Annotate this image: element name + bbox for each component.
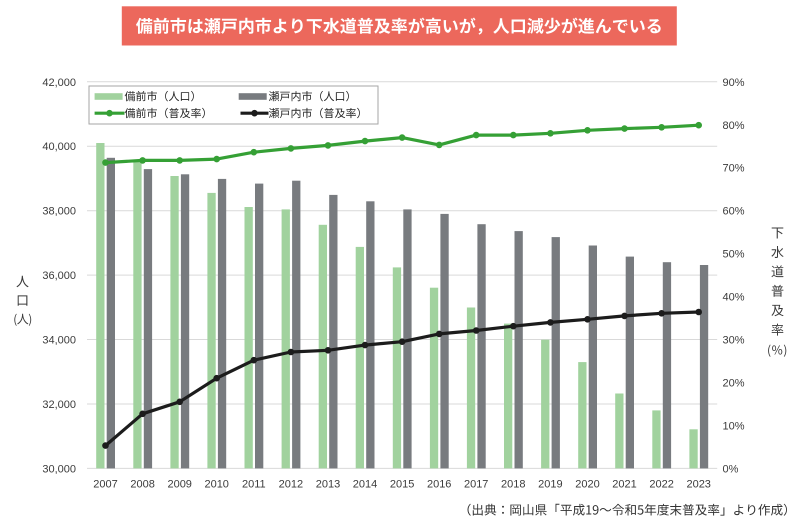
svg-text:40,000: 40,000 [42, 141, 76, 153]
svg-text:20%: 20% [723, 378, 745, 390]
svg-text:2023: 2023 [686, 479, 710, 491]
svg-text:80%: 80% [723, 120, 745, 132]
svg-text:70%: 70% [723, 163, 745, 175]
svg-text:2010: 2010 [204, 479, 228, 491]
svg-text:38,000: 38,000 [42, 206, 76, 218]
svg-text:40%: 40% [723, 292, 745, 304]
svg-text:2008: 2008 [130, 479, 154, 491]
svg-text:2017: 2017 [464, 479, 488, 491]
svg-text:2022: 2022 [649, 479, 673, 491]
svg-text:2009: 2009 [167, 479, 191, 491]
svg-text:2019: 2019 [538, 479, 562, 491]
svg-text:0%: 0% [723, 463, 739, 475]
svg-text:30,000: 30,000 [42, 463, 76, 475]
svg-text:2013: 2013 [316, 479, 340, 491]
svg-text:32,000: 32,000 [42, 399, 76, 411]
svg-text:60%: 60% [723, 206, 745, 218]
svg-text:2012: 2012 [279, 479, 303, 491]
svg-text:2020: 2020 [575, 479, 599, 491]
svg-text:36,000: 36,000 [42, 270, 76, 282]
svg-text:30%: 30% [723, 335, 745, 347]
svg-text:2016: 2016 [427, 479, 451, 491]
svg-text:2015: 2015 [390, 479, 414, 491]
svg-text:2018: 2018 [501, 479, 525, 491]
svg-text:2011: 2011 [242, 479, 266, 491]
svg-text:2021: 2021 [612, 479, 636, 491]
svg-text:50%: 50% [723, 249, 745, 261]
svg-text:90%: 90% [723, 77, 745, 89]
svg-text:42,000: 42,000 [42, 77, 76, 89]
svg-text:10%: 10% [723, 420, 745, 432]
svg-text:2007: 2007 [93, 479, 117, 491]
svg-text:2014: 2014 [353, 479, 377, 491]
svg-text:34,000: 34,000 [42, 335, 76, 347]
